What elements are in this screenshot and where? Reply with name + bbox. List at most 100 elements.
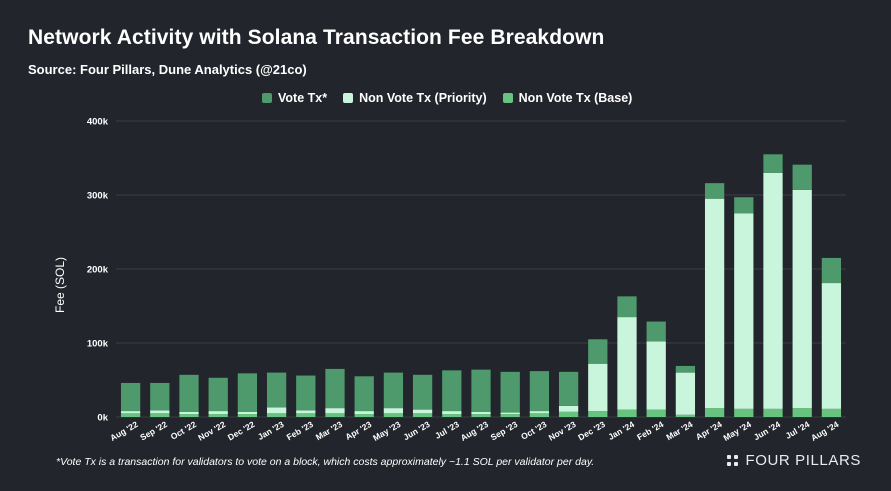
x-tick-label: Jul '23 <box>433 419 461 441</box>
bar-non-vote-tx-priority <box>500 412 520 415</box>
bar-non-vote-tx-priority <box>296 410 316 414</box>
bar-non-vote-tx-base <box>821 408 842 417</box>
bar-vote-tx <box>500 371 520 413</box>
bar-non-vote-tx-priority <box>412 409 433 414</box>
bar-non-vote-tx-base <box>237 414 258 417</box>
bar-non-vote-tx-priority <box>150 410 170 414</box>
x-tick-label: Jun '23 <box>402 419 432 442</box>
bar-non-vote-tx-base <box>558 411 579 417</box>
bar-vote-tx <box>296 375 316 411</box>
legend-item-vote-tx: Vote Tx* <box>262 91 327 105</box>
bar-non-vote-tx-base <box>442 414 462 417</box>
legend-label-non-vote-priority: Non Vote Tx (Priority) <box>359 91 487 105</box>
bar-non-vote-tx-base <box>325 413 345 417</box>
legend-label-non-vote-base: Non Vote Tx (Base) <box>518 91 633 105</box>
x-tick-label: Sep '23 <box>489 419 520 443</box>
bar-vote-tx <box>792 164 812 190</box>
bar-vote-tx <box>646 321 666 342</box>
y-tick-label: 0k <box>97 413 108 424</box>
brand-logo: FOUR PILLARS <box>727 452 861 469</box>
bar-non-vote-tx-priority <box>588 363 608 412</box>
four-pillars-logo-icon <box>727 455 739 466</box>
bar-non-vote-tx-priority <box>558 405 579 412</box>
bar-vote-tx <box>120 382 141 412</box>
legend: Vote Tx* Non Vote Tx (Priority) Non Vote… <box>262 91 632 105</box>
bar-non-vote-tx-priority <box>179 411 199 415</box>
bar-vote-tx <box>179 374 199 412</box>
footnote: *Vote Tx is a transaction for validators… <box>56 456 595 468</box>
bar-non-vote-tx-priority <box>237 411 258 415</box>
bar-non-vote-tx-base <box>354 414 374 417</box>
bar-non-vote-tx-base <box>266 413 287 417</box>
x-tick-label: Jan '23 <box>256 419 286 442</box>
bar-vote-tx <box>354 376 374 412</box>
bar-non-vote-tx-base <box>704 408 725 417</box>
bar-non-vote-tx-base <box>529 413 550 417</box>
y-axis-label: Fee (SOL) <box>53 257 67 313</box>
x-tick-label: Dec '23 <box>576 419 607 443</box>
x-tick-label: Jul '24 <box>784 419 812 441</box>
x-tick-label: May '23 <box>371 419 403 443</box>
bar-non-vote-tx-base <box>675 414 696 417</box>
bar-vote-tx <box>734 197 754 214</box>
x-tick-label: Mar '23 <box>314 419 344 442</box>
bar-vote-tx <box>442 370 462 412</box>
bar-non-vote-tx-base <box>763 408 783 417</box>
bar-non-vote-tx-base <box>383 413 404 417</box>
bar-vote-tx <box>588 339 608 364</box>
x-tick-label: Jan '24 <box>606 419 636 442</box>
bar-non-vote-tx-base <box>150 413 170 417</box>
bar-non-vote-tx-priority <box>354 411 374 415</box>
legend-swatch-vote-tx <box>262 93 272 103</box>
legend-swatch-non-vote-base <box>502 93 513 103</box>
x-tick-label: Feb '24 <box>635 419 665 442</box>
brand-name: FOUR PILLARS <box>745 452 861 469</box>
bar-vote-tx <box>617 296 637 318</box>
bar-vote-tx <box>412 374 433 410</box>
x-tick-label: Oct '22 <box>169 419 198 442</box>
y-axis-ticks: 0k 100k 200k 300k 400k <box>87 117 109 424</box>
bar-vote-tx <box>325 368 345 409</box>
bar-vote-tx <box>383 372 404 409</box>
y-tick-label: 300k <box>87 191 109 202</box>
legend-label-vote-tx: Vote Tx* <box>278 91 328 105</box>
x-tick-label: Apr '23 <box>344 419 374 442</box>
bar-non-vote-tx-base <box>734 408 754 417</box>
bar-non-vote-tx-base <box>588 411 608 417</box>
legend-item-non-vote-priority: Non Vote Tx (Priority) <box>343 91 487 105</box>
x-tick-label: Oct '23 <box>519 419 548 442</box>
y-tick-label: 400k <box>87 117 109 128</box>
bar-non-vote-tx-priority <box>704 198 725 409</box>
bar-non-vote-tx-priority <box>734 213 754 409</box>
bar-non-vote-tx-base <box>617 409 637 417</box>
bar-non-vote-tx-base <box>792 408 812 417</box>
bar-non-vote-tx-priority <box>120 411 141 414</box>
bar-non-vote-tx-priority <box>821 283 842 409</box>
x-tick-label: Nov '22 <box>196 419 227 443</box>
chart-title: Network Activity with Solana Transaction… <box>28 26 605 49</box>
x-tick-label: Nov '23 <box>547 419 578 443</box>
chart-subtitle: Source: Four Pillars, Dune Analytics (@2… <box>28 62 307 77</box>
bar-non-vote-tx-base <box>208 414 228 417</box>
bar-non-vote-tx-base <box>412 413 433 417</box>
bars <box>120 154 842 417</box>
bar-non-vote-tx-base <box>471 414 491 417</box>
bar-non-vote-tx-base <box>296 413 316 417</box>
bar-non-vote-tx-priority <box>675 372 696 415</box>
bar-vote-tx <box>821 257 842 284</box>
bar-vote-tx <box>529 371 550 412</box>
legend-swatch-non-vote-priority <box>343 93 354 103</box>
bar-vote-tx <box>150 382 170 411</box>
bar-non-vote-tx-priority <box>383 408 404 414</box>
bar-vote-tx <box>471 369 491 412</box>
bar-vote-tx <box>675 365 696 373</box>
bar-non-vote-tx-base <box>500 414 520 417</box>
bar-vote-tx <box>704 183 725 199</box>
x-tick-label: Aug '22 <box>108 419 140 443</box>
bar-non-vote-tx-priority <box>529 411 550 414</box>
x-tick-label: Sep '22 <box>138 419 169 443</box>
bar-non-vote-tx-priority <box>208 411 228 415</box>
x-tick-label: May '24 <box>721 419 753 443</box>
